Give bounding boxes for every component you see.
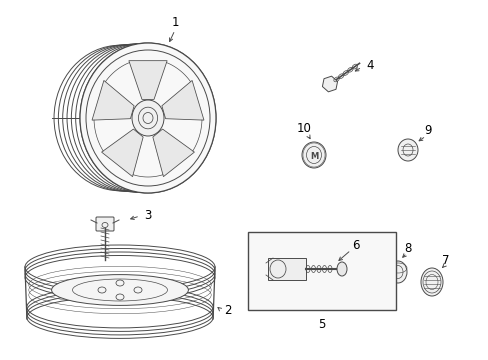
Ellipse shape <box>397 139 417 161</box>
Ellipse shape <box>134 287 142 293</box>
Ellipse shape <box>302 142 325 168</box>
Text: 5: 5 <box>318 318 325 330</box>
Text: 2: 2 <box>224 303 231 316</box>
Ellipse shape <box>336 262 346 276</box>
Bar <box>247 232 395 310</box>
Text: 9: 9 <box>424 123 431 136</box>
Ellipse shape <box>116 294 124 300</box>
Text: 4: 4 <box>366 59 373 72</box>
Text: 3: 3 <box>144 208 151 221</box>
Text: 1: 1 <box>171 15 179 28</box>
Ellipse shape <box>388 261 406 283</box>
Polygon shape <box>102 129 143 177</box>
Ellipse shape <box>132 100 163 136</box>
Ellipse shape <box>420 268 442 296</box>
Ellipse shape <box>80 43 216 193</box>
Ellipse shape <box>52 275 188 305</box>
Ellipse shape <box>116 280 124 286</box>
Text: 7: 7 <box>441 253 449 266</box>
Text: M: M <box>309 152 318 161</box>
Polygon shape <box>162 80 203 120</box>
Text: 8: 8 <box>404 242 411 255</box>
Text: 10: 10 <box>296 122 311 135</box>
Polygon shape <box>92 80 134 120</box>
FancyBboxPatch shape <box>96 217 114 231</box>
Bar <box>267 258 305 280</box>
Polygon shape <box>153 129 194 177</box>
Polygon shape <box>128 61 167 99</box>
Ellipse shape <box>98 287 106 293</box>
Text: 6: 6 <box>351 239 359 252</box>
